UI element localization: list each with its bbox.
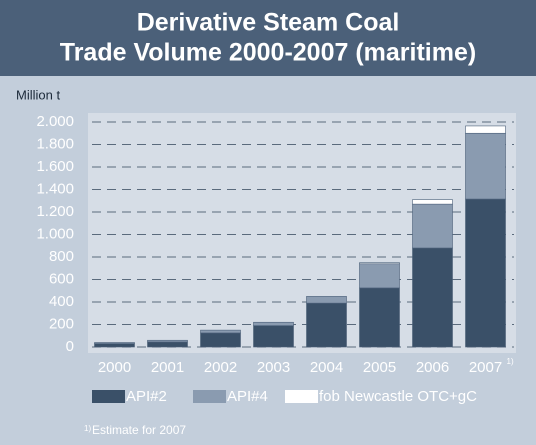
x-tick-label: 2005 [363, 359, 396, 376]
y-tick-label: 1.200 [36, 203, 74, 220]
bar-segment [465, 125, 506, 134]
x-tick-label: 2002 [204, 359, 237, 376]
x-tick-label: 2001 [151, 359, 184, 376]
bar-segment [253, 321, 294, 326]
x-tick-label: 2007 [469, 359, 502, 376]
y-tick-label: 1.000 [36, 225, 74, 242]
bar-segment [200, 329, 241, 334]
legend-label: API#4 [227, 388, 268, 405]
chart-title: Derivative Steam Coal [137, 9, 400, 37]
y-tick-label: 200 [49, 315, 74, 332]
bar-segment [412, 199, 453, 205]
bar-segment [306, 302, 347, 348]
header-band [0, 0, 536, 76]
x-tick-label: 2006 [416, 359, 449, 376]
bar-segment [412, 247, 453, 348]
legend-swatch [193, 390, 226, 403]
y-tick-label: 2.000 [36, 113, 74, 130]
y-tick-label: 800 [49, 248, 74, 265]
legend-label: API#2 [126, 388, 167, 405]
footnote: Estimate for 2007 [92, 423, 186, 437]
x-tick-note: 1) [507, 357, 514, 366]
chart-title: Trade Volume 2000-2007 (maritime) [60, 39, 476, 67]
legend-swatch [285, 390, 318, 403]
y-axis-label: Million t [16, 87, 60, 102]
x-tick-label: 2003 [257, 359, 290, 376]
footnote-marker: 1) [84, 424, 91, 433]
bar-segment [147, 341, 188, 348]
bar-segment [359, 287, 400, 348]
bar-segment [465, 198, 506, 348]
bar-segment [94, 342, 135, 344]
bar-segment [412, 203, 453, 249]
x-tick-label: 2000 [98, 359, 131, 376]
bar-segment [94, 343, 135, 348]
legend-swatch [92, 390, 125, 403]
legend-label: fob Newcastle OTC+gC [319, 388, 477, 405]
y-tick-label: 600 [49, 270, 74, 287]
y-tick-label: 1.600 [36, 158, 74, 175]
y-tick-label: 400 [49, 293, 74, 310]
y-tick-label: 0 [66, 338, 74, 355]
x-tick-label: 2004 [310, 359, 343, 376]
bar-segment [147, 339, 188, 343]
bar-segment [359, 263, 400, 289]
y-tick-label: 1.800 [36, 135, 74, 152]
bar-segment [200, 332, 241, 348]
bar-segment [253, 325, 294, 348]
bar-segment [465, 132, 506, 200]
bar-segment [306, 296, 347, 304]
bar-segment [359, 262, 400, 265]
y-tick-label: 1.400 [36, 180, 74, 197]
